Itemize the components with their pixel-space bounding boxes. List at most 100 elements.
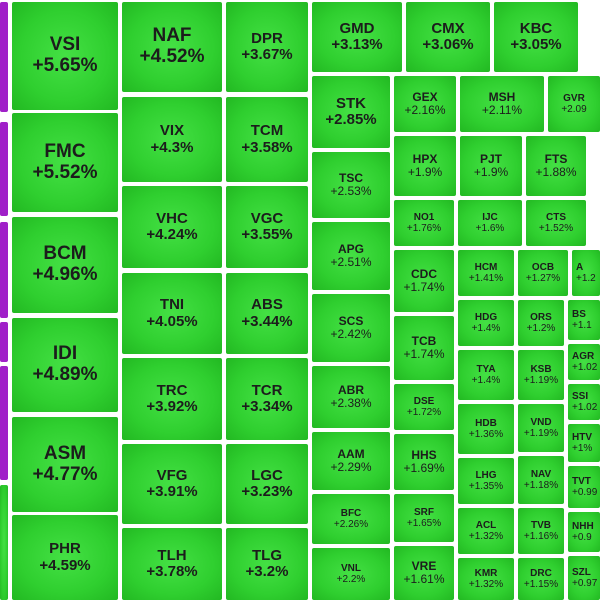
- ticker: DPR: [251, 29, 283, 47]
- change-label: +2.26%: [333, 519, 369, 530]
- stock-tile[interactable]: AAM +2.29%: [312, 432, 390, 490]
- purple-tile: [0, 222, 8, 318]
- stock-tile[interactable]: MSH +2.11%: [460, 76, 544, 132]
- stock-tile[interactable]: DPR +3.67%: [226, 2, 308, 92]
- stock-tile[interactable]: BFC +2.26%: [312, 494, 390, 544]
- stock-tile[interactable]: DRC +1.15%: [518, 558, 564, 600]
- stock-tile[interactable]: HPX +1.9%: [394, 136, 456, 196]
- stock-tile[interactable]: VND +1.19%: [518, 404, 564, 452]
- change-label: +1%: [572, 443, 593, 454]
- stock-tile[interactable]: GVR +2.09: [548, 76, 600, 132]
- stock-tile[interactable]: LGC +3.23%: [226, 444, 308, 524]
- stock-tile[interactable]: SRF +1.65%: [394, 494, 454, 542]
- stock-tile[interactable]: IJC +1.6%: [458, 200, 522, 246]
- purple-tile: [0, 122, 8, 216]
- ticker: TLH: [157, 546, 187, 564]
- stock-tile[interactable]: VGC +3.55%: [226, 186, 308, 268]
- stock-tile[interactable]: TCM +3.58%: [226, 97, 308, 182]
- stock-tile[interactable]: VFG +3.91%: [122, 444, 222, 524]
- stock-tile[interactable]: TLG +3.2%: [226, 528, 308, 600]
- stock-tile[interactable]: TLH +3.78%: [122, 528, 222, 600]
- stock-tile[interactable]: ABR +2.38%: [312, 366, 390, 428]
- stock-tile[interactable]: VSI +5.65%: [12, 2, 118, 110]
- change-label: +1.02: [572, 402, 598, 413]
- ticker: VNL: [341, 563, 361, 574]
- ticker: TCM: [250, 122, 284, 139]
- stock-tile[interactable]: TNI +4.05%: [122, 273, 222, 354]
- stock-tile[interactable]: TVB +1.16%: [518, 508, 564, 554]
- ticker: HCM: [474, 262, 498, 273]
- stock-tile[interactable]: NO1 +1.76%: [394, 200, 454, 246]
- change-label: +2.51%: [330, 255, 372, 269]
- ticker: HPX: [412, 151, 438, 166]
- ticker: VGC: [250, 209, 284, 227]
- stock-tile[interactable]: GEX +2.16%: [394, 76, 456, 132]
- stock-tile[interactable]: LHG +1.35%: [458, 458, 514, 504]
- stock-tile[interactable]: HTV +1%: [568, 424, 600, 462]
- ticker: ACL: [475, 520, 497, 531]
- ticker: CMX: [431, 19, 465, 37]
- ticker: APG: [337, 241, 364, 256]
- stock-tile[interactable]: TSC +2.53%: [312, 152, 390, 218]
- change-label: +5.65%: [32, 55, 98, 76]
- stock-tile[interactable]: HDG +1.4%: [458, 300, 514, 346]
- ticker: A: [576, 262, 584, 273]
- stock-tile[interactable]: TYA +1.4%: [458, 350, 514, 400]
- stock-tile[interactable]: STK +2.85%: [312, 76, 390, 148]
- ticker: CTS: [546, 212, 566, 223]
- stock-tile[interactable]: KBC +3.05%: [494, 2, 578, 72]
- stock-tile[interactable]: SZL +0.97: [568, 556, 600, 600]
- stock-tile[interactable]: ABS +3.44%: [226, 273, 308, 354]
- stock-tile[interactable]: HHS +1.69%: [394, 434, 454, 490]
- stock-tile[interactable]: ORS +1.2%: [518, 300, 564, 346]
- stock-tile[interactable]: PHR +4.59%: [12, 515, 118, 600]
- stock-tile[interactable]: PJT +1.9%: [460, 136, 522, 196]
- stock-tile[interactable]: VIX +4.3%: [122, 97, 222, 182]
- stock-tile[interactable]: KSB +1.19%: [518, 350, 564, 400]
- change-label: +2.09: [561, 104, 587, 115]
- ticker: KMR: [474, 568, 498, 579]
- ticker: VFG: [156, 466, 188, 484]
- stock-tile[interactable]: FTS +1.88%: [526, 136, 586, 196]
- stock-tile[interactable]: OCB +1.27%: [518, 250, 568, 296]
- stock-tile[interactable]: SCS +2.42%: [312, 294, 390, 362]
- stock-tile[interactable]: VHC +4.24%: [122, 186, 222, 268]
- stock-tile[interactable]: GMD +3.13%: [312, 2, 402, 72]
- ticker: FMC: [44, 140, 86, 162]
- stock-tile[interactable]: ASM +4.77%: [12, 417, 118, 512]
- change-label: +2.85%: [325, 111, 377, 128]
- stock-tile[interactable]: AGR +1.02: [568, 344, 600, 380]
- stock-tile[interactable]: CTS +1.52%: [526, 200, 586, 246]
- stock-tile[interactable]: IDI +4.89%: [12, 318, 118, 412]
- change-label: +1.16%: [523, 531, 559, 542]
- stock-tile[interactable]: NHH +0.9: [568, 512, 600, 552]
- ticker: HDB: [475, 418, 497, 429]
- stock-tile[interactable]: TVT +0.99: [568, 466, 600, 508]
- stock-tile[interactable]: NAV +1.18%: [518, 456, 564, 504]
- change-label: +4.52%: [139, 46, 205, 67]
- stock-tile[interactable]: FMC +5.52%: [12, 113, 118, 212]
- ticker: TVT: [572, 476, 591, 487]
- stock-tile[interactable]: APG +2.51%: [312, 222, 390, 290]
- stock-tile[interactable]: ACL +1.32%: [458, 508, 514, 554]
- stock-tile[interactable]: CDC +1.74%: [394, 250, 454, 312]
- stock-tile[interactable]: A +1.2: [572, 250, 600, 296]
- stock-tile[interactable]: TCB +1.74%: [394, 316, 454, 380]
- ticker: AGR: [572, 351, 595, 362]
- change-label: +4.05%: [146, 312, 198, 330]
- stock-tile[interactable]: HDB +1.36%: [458, 404, 514, 454]
- stock-tile[interactable]: KMR +1.32%: [458, 558, 514, 600]
- stock-tile[interactable]: HCM +1.41%: [458, 250, 514, 296]
- change-label: +1.9%: [407, 165, 443, 179]
- stock-tile[interactable]: TRC +3.92%: [122, 358, 222, 440]
- stock-tile[interactable]: VNL +2.2%: [312, 548, 390, 600]
- stock-tile[interactable]: BCM +4.96%: [12, 217, 118, 313]
- stock-tile[interactable]: DSE +1.72%: [394, 384, 454, 430]
- stock-tile[interactable]: SSI +1.02: [568, 384, 600, 420]
- stock-tile[interactable]: CMX +3.06%: [406, 2, 490, 72]
- stock-tile[interactable]: NAF +4.52%: [122, 2, 222, 92]
- change-label: +1.6%: [475, 223, 505, 234]
- stock-tile[interactable]: VRE +1.61%: [394, 546, 454, 600]
- stock-tile[interactable]: BS +1.1: [568, 300, 600, 340]
- stock-tile[interactable]: TCR +3.34%: [226, 358, 308, 440]
